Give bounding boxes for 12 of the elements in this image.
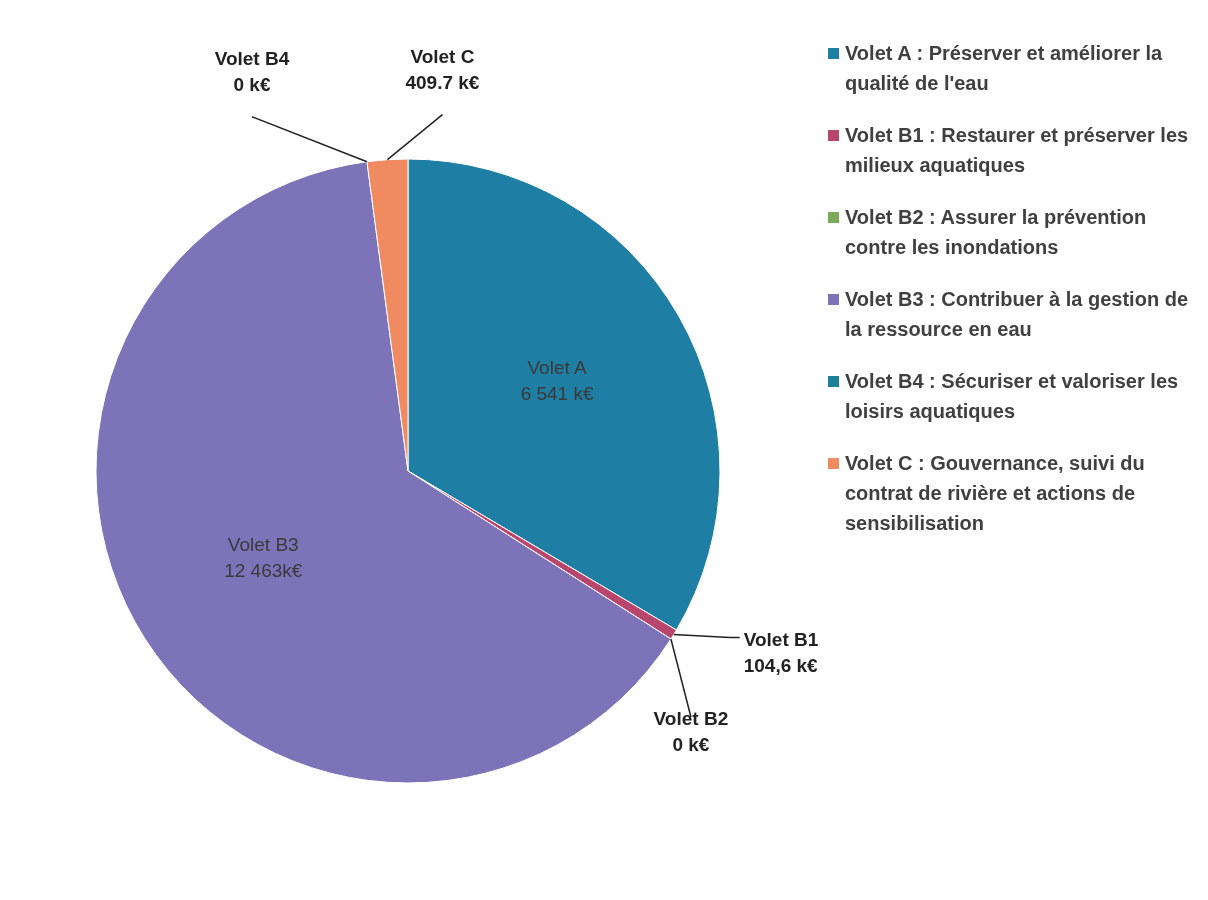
legend-label: Volet B4 : Sécuriser et valoriser les loisirs aquatiques — [845, 369, 1180, 424]
text: Volet B2 0 k€ — [653, 707, 729, 755]
data-label: Volet B1 104,6 k€ — [743, 628, 819, 676]
data-label: Volet A 6 541 k€ — [520, 357, 594, 405]
legend-label: Volet B1 : Restaurer et préserver les milieux aquatiques — [845, 123, 1190, 178]
text: Volet B4 0 k€ — [214, 47, 290, 95]
legend-label: Volet C : Gouvernance, suivi du contrat de rivière et actions de sensibilisation — [845, 451, 1146, 536]
legend-label: Volet B3 : Contribuer à la gestion de la ressource en eau — [845, 287, 1189, 342]
data-label: Volet C 409.7 k€ — [405, 45, 480, 93]
legend-label: Volet B2 : Assurer la prévention contre les inondations — [845, 205, 1148, 260]
data-label: Volet B3 12 463k€ — [224, 534, 303, 582]
legend-label: Volet A : Préserver et améliorer la qualité de l'eau — [845, 41, 1164, 96]
